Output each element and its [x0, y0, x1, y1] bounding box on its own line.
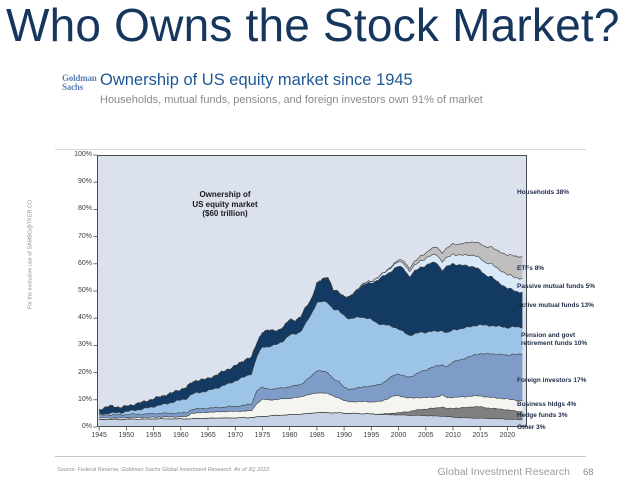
band-foreign: [99, 353, 523, 419]
x-axis-label: 1980: [281, 432, 298, 439]
chart-area: Ownership of US equity market ($60 trill…: [40, 145, 640, 460]
exhibit-title: Ownership of US equity market since 1945: [100, 71, 413, 89]
watermark: For the exclusive use of SAMBO@TKER.CO: [27, 199, 34, 310]
band-business: [99, 392, 523, 420]
stacked-area-svg: [93, 154, 527, 431]
logo-line-1: Goldman: [62, 73, 97, 83]
y-axis-label: 0%: [81, 423, 92, 430]
x-axis-label: 1960: [173, 432, 189, 439]
x-axis-label: 1985: [309, 432, 325, 439]
y-axis-label: 60%: [77, 259, 92, 267]
band-pension: [99, 301, 523, 416]
exhibit-subtitle: Households, mutual funds, pensions, and …: [100, 94, 483, 106]
y-axis-label: 50%: [77, 287, 92, 294]
series-label-business: Business hldgs 4%: [517, 401, 577, 408]
y-axis-label: 10%: [77, 395, 92, 403]
series-label-etf: ETFs 8%: [517, 265, 545, 272]
plot-annotation: Ownership of US equity market ($60 trill…: [192, 190, 258, 218]
panel-top-rule: [55, 149, 586, 150]
x-axis-label: 1965: [200, 432, 216, 439]
page-title: Who Owns the Stock Market?: [6, 0, 620, 51]
series-label-foreign: Foreign investors 17%: [517, 377, 587, 384]
x-axis-label: 1975: [254, 432, 271, 439]
footer-divider: [55, 456, 586, 457]
band-hedge: [99, 406, 523, 420]
y-axis-label: 30%: [77, 341, 92, 349]
logo-line-2: Sachs: [62, 81, 84, 92]
x-axis-label: 1990: [336, 432, 352, 439]
goldman-sachs-logo: Goldman Sachs: [62, 74, 97, 91]
source-note: Source: Federal Reserve, Goldman Sachs G…: [57, 467, 271, 473]
x-axis-label: 1945: [91, 432, 107, 439]
y-axis-label: 20%: [77, 368, 92, 376]
x-axis-label: 2005: [417, 432, 434, 439]
y-axis-label: 70%: [77, 232, 92, 240]
x-axis-label: 1955: [145, 432, 162, 439]
page-number: 68: [583, 467, 594, 478]
band-other: [99, 412, 523, 427]
x-axis-label: 1995: [363, 432, 380, 439]
x-axis-label: 2015: [472, 432, 488, 439]
series-label-hedge: Hedge funds 3%: [517, 412, 568, 419]
y-axis-label: 80%: [77, 205, 92, 213]
x-axis-label: 2020: [499, 432, 516, 439]
y-axis-label: 90%: [77, 178, 92, 186]
y-axis-label: 100%: [74, 151, 92, 158]
y-axis-label: 40%: [77, 314, 92, 322]
x-axis-label: 1970: [227, 432, 244, 439]
band-active: [99, 262, 523, 415]
series-label-pension: Pension and govt retirement funds 10%: [521, 332, 588, 347]
series-label-active: Active mutual funds 13%: [517, 302, 594, 309]
series-label-passive: Passive mutual funds 5%: [517, 283, 596, 290]
footer-department: Global Investment Research: [437, 466, 570, 478]
x-axis-label: 2000: [390, 432, 407, 439]
series-label-households: Households 38%: [517, 189, 570, 196]
x-axis-label: 1950: [118, 432, 135, 439]
series-label-other: Other 3%: [517, 424, 546, 431]
x-axis-label: 2010: [445, 432, 461, 439]
